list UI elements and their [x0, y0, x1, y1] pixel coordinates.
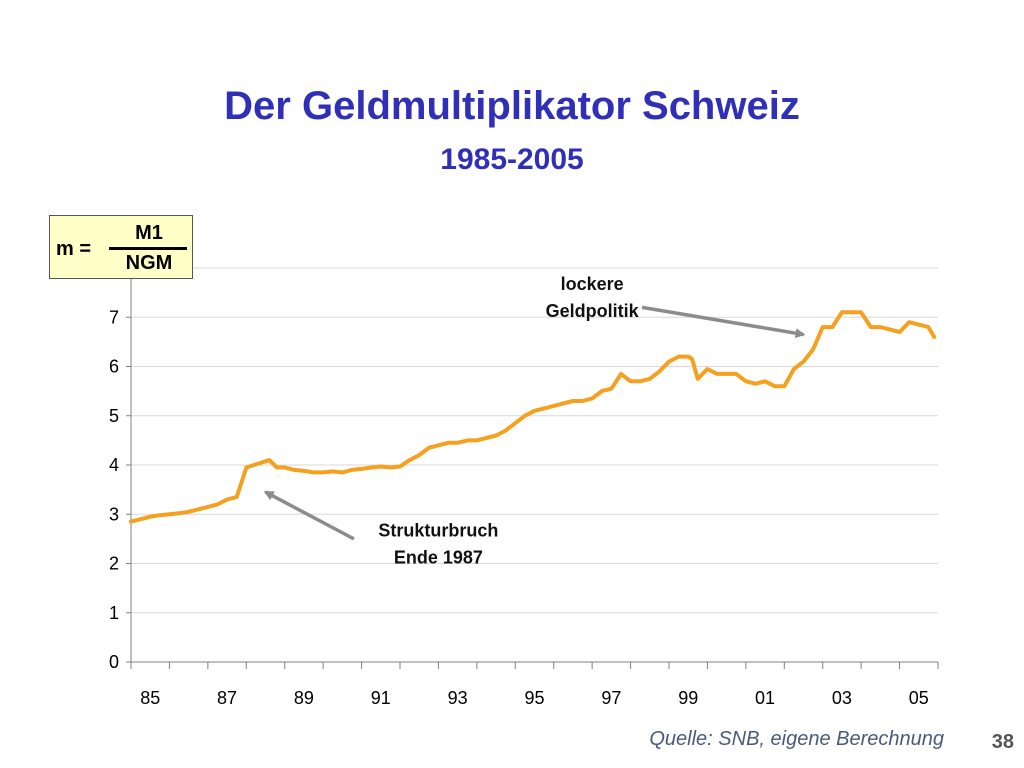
annotation-label: Ende 1987	[394, 547, 483, 567]
page-number: 38	[991, 731, 1014, 753]
annotation-arrow	[641, 305, 806, 339]
multiplier-formula-box: m = M1 NGM	[49, 215, 193, 279]
x-tick-label: 95	[524, 688, 544, 708]
x-tick-label: 89	[294, 688, 314, 708]
x-tick-label: 99	[678, 688, 698, 708]
slide-subtitle: 1985-2005	[440, 143, 584, 176]
x-tick-label: 91	[371, 688, 391, 708]
source-note: Quelle: SNB, eigene Berechnung	[649, 728, 944, 750]
y-tick-label: 2	[109, 554, 119, 574]
x-tick-label: 85	[140, 688, 160, 708]
x-tick-label: 01	[755, 688, 775, 708]
x-tick-label: 03	[832, 688, 852, 708]
formula-denominator: NGM	[125, 252, 173, 274]
annotation-arrow	[263, 490, 355, 541]
y-tick-label: 6	[109, 357, 119, 377]
y-tick-label: 7	[109, 307, 119, 327]
formula-numerator: M1	[135, 222, 163, 244]
y-tick-label: 1	[109, 603, 119, 623]
annotation-label: Geldpolitik	[546, 301, 640, 321]
formula-fraction-bar	[109, 247, 187, 250]
annotation-label: Strukturbruch	[378, 520, 498, 540]
multiplier-series-line	[129, 310, 937, 524]
x-tick-label: 97	[601, 688, 621, 708]
x-tick-label: 05	[909, 688, 929, 708]
x-tick-label: 87	[217, 688, 237, 708]
x-tick-label: 93	[448, 688, 468, 708]
y-tick-label: 3	[109, 504, 119, 524]
annotation-label: lockere	[561, 274, 624, 294]
y-tick-label: 4	[109, 455, 119, 475]
y-tick-label: 0	[109, 652, 119, 672]
y-tick-label: 5	[109, 406, 119, 426]
slide-title: Der Geldmultiplikator Schweiz	[224, 84, 800, 128]
formula-lhs: m =	[56, 238, 92, 260]
